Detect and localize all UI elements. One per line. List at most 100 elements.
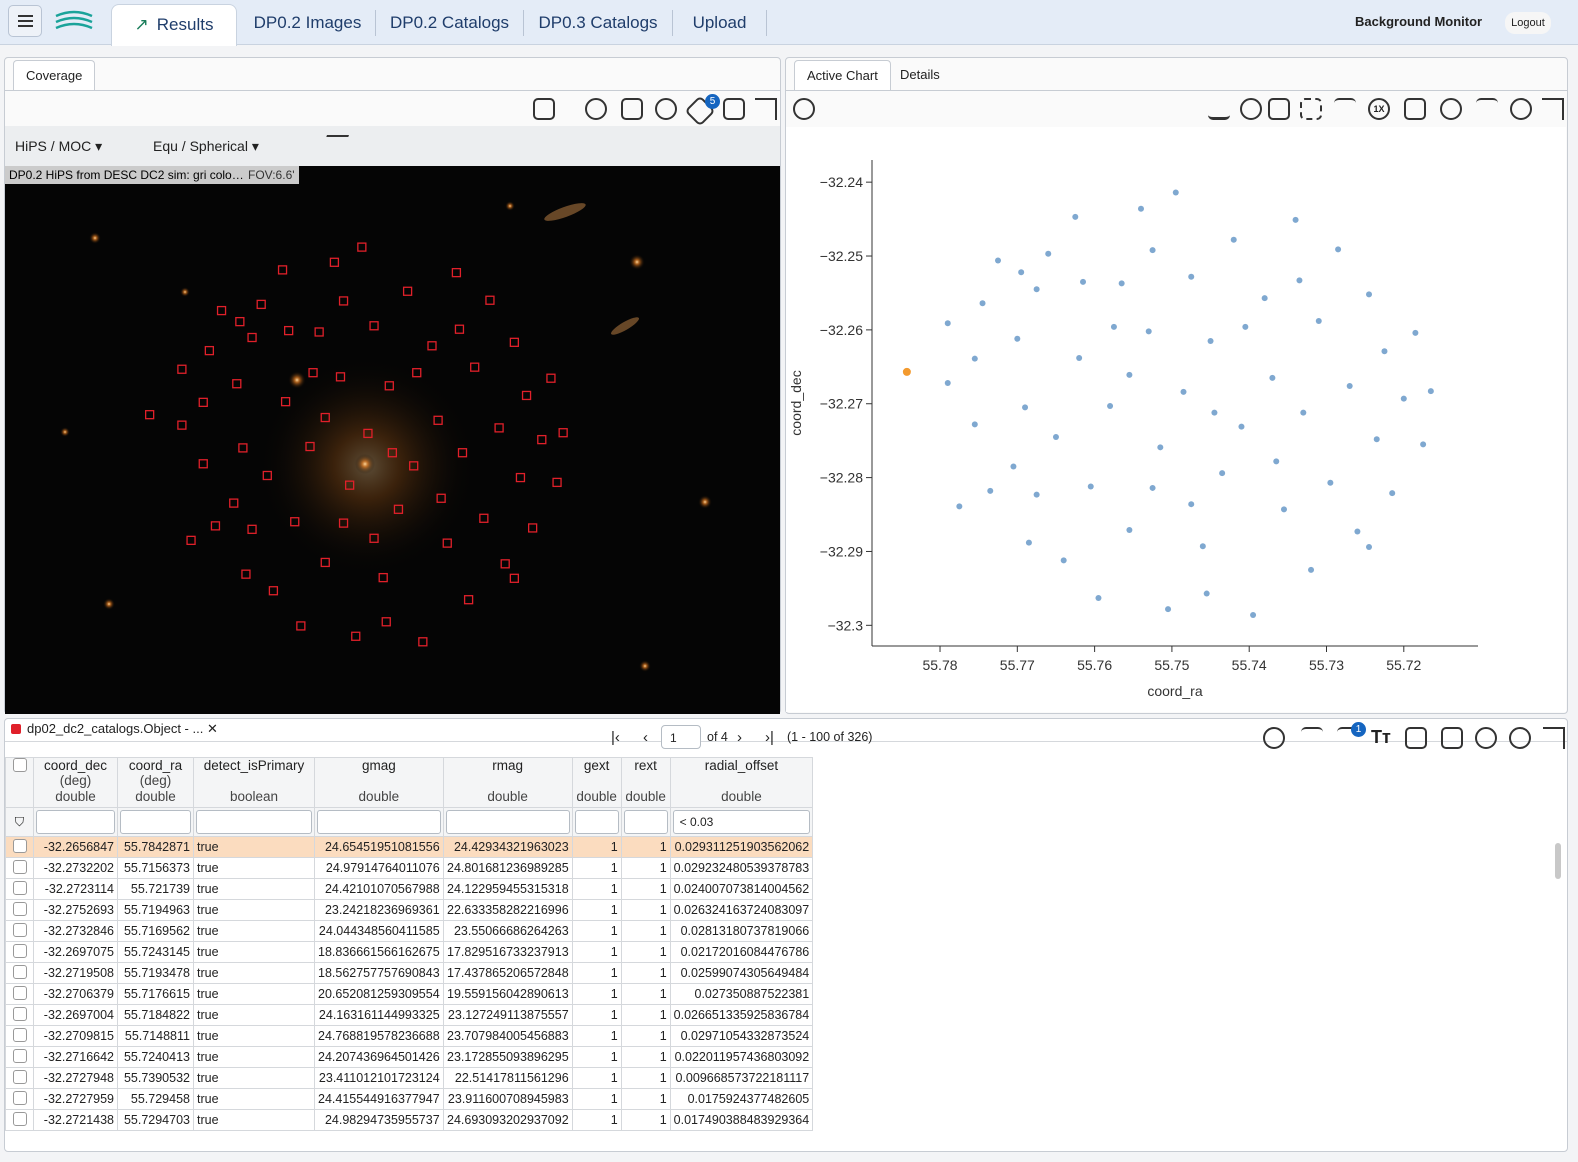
prev-page[interactable]: ‹ <box>643 729 648 746</box>
star <box>60 427 70 437</box>
first-page[interactable]: |‹ <box>611 729 620 746</box>
table-cell: 1 <box>620 1109 671 1131</box>
column-header[interactable]: rext double <box>620 757 671 808</box>
color-icon[interactable] <box>585 98 607 120</box>
close-button[interactable]: ✕ <box>206 721 218 736</box>
column-header[interactable]: gext double <box>571 757 622 808</box>
table-cell: 24.163161144993325 <box>314 1004 444 1026</box>
expand-icon[interactable] <box>1543 727 1565 749</box>
expand-icon[interactable] <box>1542 98 1564 120</box>
filter-input[interactable] <box>623 810 668 834</box>
coverage-tab[interactable]: Coverage <box>13 60 96 91</box>
menu-button[interactable] <box>8 5 42 37</box>
filter-clear-icon[interactable] <box>318 135 350 157</box>
page-input[interactable]: 1 <box>661 725 701 749</box>
tab[interactable]: DP0.2 Images <box>240 10 376 36</box>
tab[interactable]: DP0.2 Catalogs <box>376 10 524 36</box>
zoom-icon[interactable] <box>1240 98 1262 120</box>
coord-selector[interactable]: Equ / Spherical ▾ <box>153 138 259 154</box>
checkbox[interactable] <box>12 1027 27 1042</box>
lasso-icon[interactable] <box>655 98 677 120</box>
checkbox[interactable] <box>12 964 27 979</box>
checkbox[interactable] <box>12 1006 27 1021</box>
catalog-marker <box>463 595 474 605</box>
pan-icon[interactable] <box>1268 98 1290 120</box>
table-cell: 22.633358282216996 <box>442 899 573 921</box>
filter-clear-icon[interactable] <box>1334 98 1356 120</box>
checkbox[interactable] <box>12 1111 27 1126</box>
catalog-marker <box>232 379 242 389</box>
filter-row: ⛉ < 0.03 <box>5 807 814 837</box>
checkbox[interactable] <box>12 985 27 1000</box>
checkbox[interactable] <box>12 922 27 937</box>
add-column-icon[interactable] <box>1441 727 1463 749</box>
info-icon[interactable] <box>1475 727 1497 749</box>
filter-input[interactable]: < 0.03 <box>672 810 811 834</box>
scrollbar <box>1555 843 1561 879</box>
catalog-marker <box>198 459 208 469</box>
add-chart-icon[interactable] <box>793 98 815 120</box>
hips-selector[interactable]: HiPS / MOC ▾ <box>15 138 103 154</box>
column-header[interactable]: coord_ra (deg) double <box>117 757 194 808</box>
filter-input[interactable] <box>317 810 441 834</box>
checkbox[interactable] <box>12 1069 27 1084</box>
select-icon[interactable] <box>1300 98 1322 120</box>
checkbox[interactable] <box>12 1048 27 1063</box>
filter-icon[interactable] <box>1476 98 1498 120</box>
tab-label: DP0.3 Catalogs <box>538 13 658 32</box>
reset-zoom-icon[interactable]: 1X <box>1368 98 1390 120</box>
column-header[interactable]: radial_offset double <box>669 757 814 808</box>
table-cell: -32.2727959 <box>33 1088 118 1110</box>
analysis-icon[interactable] <box>1263 727 1285 749</box>
checkbox[interactable] <box>12 943 27 958</box>
scatter-point <box>1269 374 1276 381</box>
checkbox[interactable] <box>12 758 27 772</box>
column-header[interactable]: gmag double <box>314 757 444 808</box>
filter-clear-icon[interactable] <box>1301 727 1323 749</box>
scatter-point <box>1180 388 1187 395</box>
tab[interactable]: Upload <box>673 10 767 36</box>
cell-value: 55.7240413 <box>123 1050 190 1064</box>
cell-value: 24.207436964501426 <box>318 1050 440 1064</box>
link-icon[interactable] <box>723 98 745 120</box>
checkbox[interactable] <box>12 838 27 853</box>
checkbox[interactable] <box>12 901 27 916</box>
save-icon[interactable] <box>1404 98 1426 120</box>
save-icon[interactable] <box>1405 727 1427 749</box>
settings-icon[interactable] <box>1510 98 1532 120</box>
settings-icon[interactable] <box>1509 727 1531 749</box>
column-header[interactable]: rmag double <box>442 757 573 808</box>
cell-value: 0.009668573722181117 <box>675 1071 810 1085</box>
results-tab[interactable]: ↗ Results <box>111 4 237 46</box>
filter-input[interactable] <box>445 810 570 834</box>
next-page[interactable]: › <box>737 729 742 746</box>
expand-icon[interactable] <box>755 98 777 120</box>
checkbox[interactable] <box>12 859 27 874</box>
checkbox[interactable] <box>12 880 27 895</box>
tools-icon[interactable] <box>533 98 555 120</box>
cell-value: 55.729458 <box>130 1092 190 1106</box>
column-header[interactable]: detect_isPrimary boolean <box>193 757 315 808</box>
logout-button[interactable]: Logout <box>1505 12 1551 34</box>
checkbox[interactable] <box>12 1090 27 1105</box>
details-tab[interactable]: Details <box>900 67 940 82</box>
column-type: double <box>721 789 762 804</box>
background-monitor[interactable]: Background Monitor <box>1355 14 1483 29</box>
restore-icon[interactable] <box>1440 98 1462 120</box>
chart-tab[interactable]: Active Chart <box>794 60 891 91</box>
filter-icon[interactable] <box>1337 727 1359 749</box>
filter-input[interactable] <box>36 810 115 834</box>
table-cell: -32.2656847 <box>33 836 118 858</box>
y-tick-label: −32.25 <box>820 248 863 264</box>
filter-input[interactable] <box>120 810 191 834</box>
filter-input[interactable] <box>574 810 619 834</box>
text-view-icon[interactable]: Tт <box>1371 727 1391 747</box>
tab[interactable]: DP0.3 Catalogs <box>524 10 673 36</box>
table-row: -32.2697004 55.7184822 true 24.163161144993… <box>5 1004 814 1026</box>
pin-icon[interactable] <box>1208 98 1230 120</box>
select-icon[interactable] <box>621 98 643 120</box>
column-header[interactable]: coord_dec (deg) double <box>33 757 118 808</box>
last-page[interactable]: ›| <box>765 729 774 746</box>
filter-input[interactable] <box>196 810 312 834</box>
scatter-point <box>1242 323 1249 330</box>
